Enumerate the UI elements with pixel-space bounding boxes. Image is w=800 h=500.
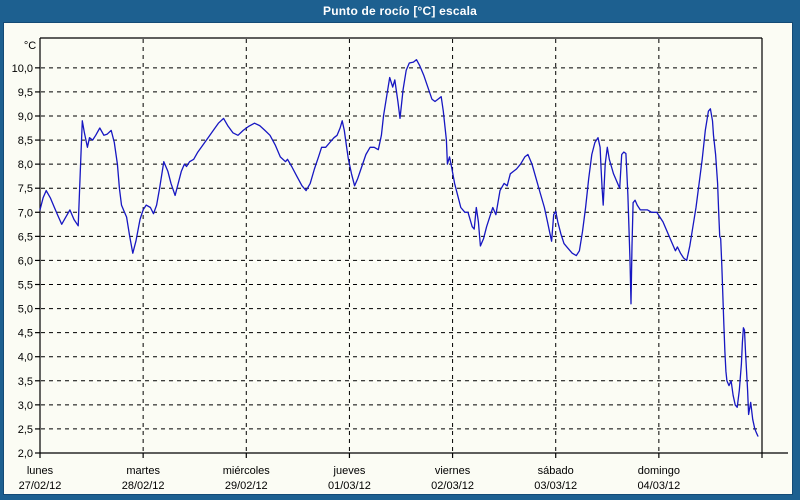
dewpoint-line-chart: 2,0 2,5 3,0 3,5 4,0 4,5 5,0 5,5 6,0 6,5 7,0 7,5 8,0 8…	[12, 37, 788, 492]
title-bar: Punto de rocío [°C] escala	[0, 0, 800, 22]
weekday-label: sábado	[538, 465, 574, 477]
y-axis-unit-label: °C	[24, 40, 36, 52]
date-label: 03/03/12	[534, 480, 577, 492]
date-label: 02/03/12	[431, 480, 474, 492]
weekday-label: viernes	[435, 465, 471, 477]
y-tick-label: 3,0	[18, 400, 33, 412]
y-tick-label: 5,5	[18, 279, 33, 291]
date-label: 29/02/12	[225, 480, 268, 492]
y-tick-label: 5,0	[18, 304, 33, 316]
y-tick-label: 7,0	[18, 207, 33, 219]
y-tick-label: 7,5	[18, 183, 33, 195]
weekday-label: martes	[126, 465, 160, 477]
y-tick-label: 6,0	[18, 255, 33, 267]
y-tick-label: 8,0	[18, 159, 33, 171]
weekday-label: lunes	[27, 465, 54, 477]
weekday-label: miércoles	[223, 465, 271, 477]
y-tick-label: 2,5	[18, 424, 33, 436]
date-label: 27/02/12	[19, 480, 62, 492]
y-tick-label: 3,5	[18, 376, 33, 388]
y-tick-label: 10,0	[12, 63, 33, 75]
y-tick-label: 2,0	[18, 448, 33, 460]
chart-title: Punto de rocío [°C] escala	[322, 4, 478, 18]
date-label: 28/02/12	[122, 480, 165, 492]
weekday-label: jueves	[333, 465, 366, 477]
date-label: 04/03/12	[637, 480, 680, 492]
dewpoint-line	[39, 59, 759, 437]
weekday-label: domingo	[638, 465, 680, 477]
y-tick-label: 4,5	[18, 328, 33, 340]
chart-container: 2,0 2,5 3,0 3,5 4,0 4,5 5,0 5,5 6,0 6,5 7,0 7,5 8,0 8…	[3, 22, 793, 495]
y-tick-label: 6,5	[18, 231, 33, 243]
y-tick-label: 9,5	[18, 87, 33, 99]
y-tick-label: 8,5	[18, 135, 33, 147]
y-tick-label: 4,0	[18, 352, 33, 364]
date-label: 01/03/12	[328, 480, 371, 492]
y-tick-label: 9,0	[18, 111, 33, 123]
